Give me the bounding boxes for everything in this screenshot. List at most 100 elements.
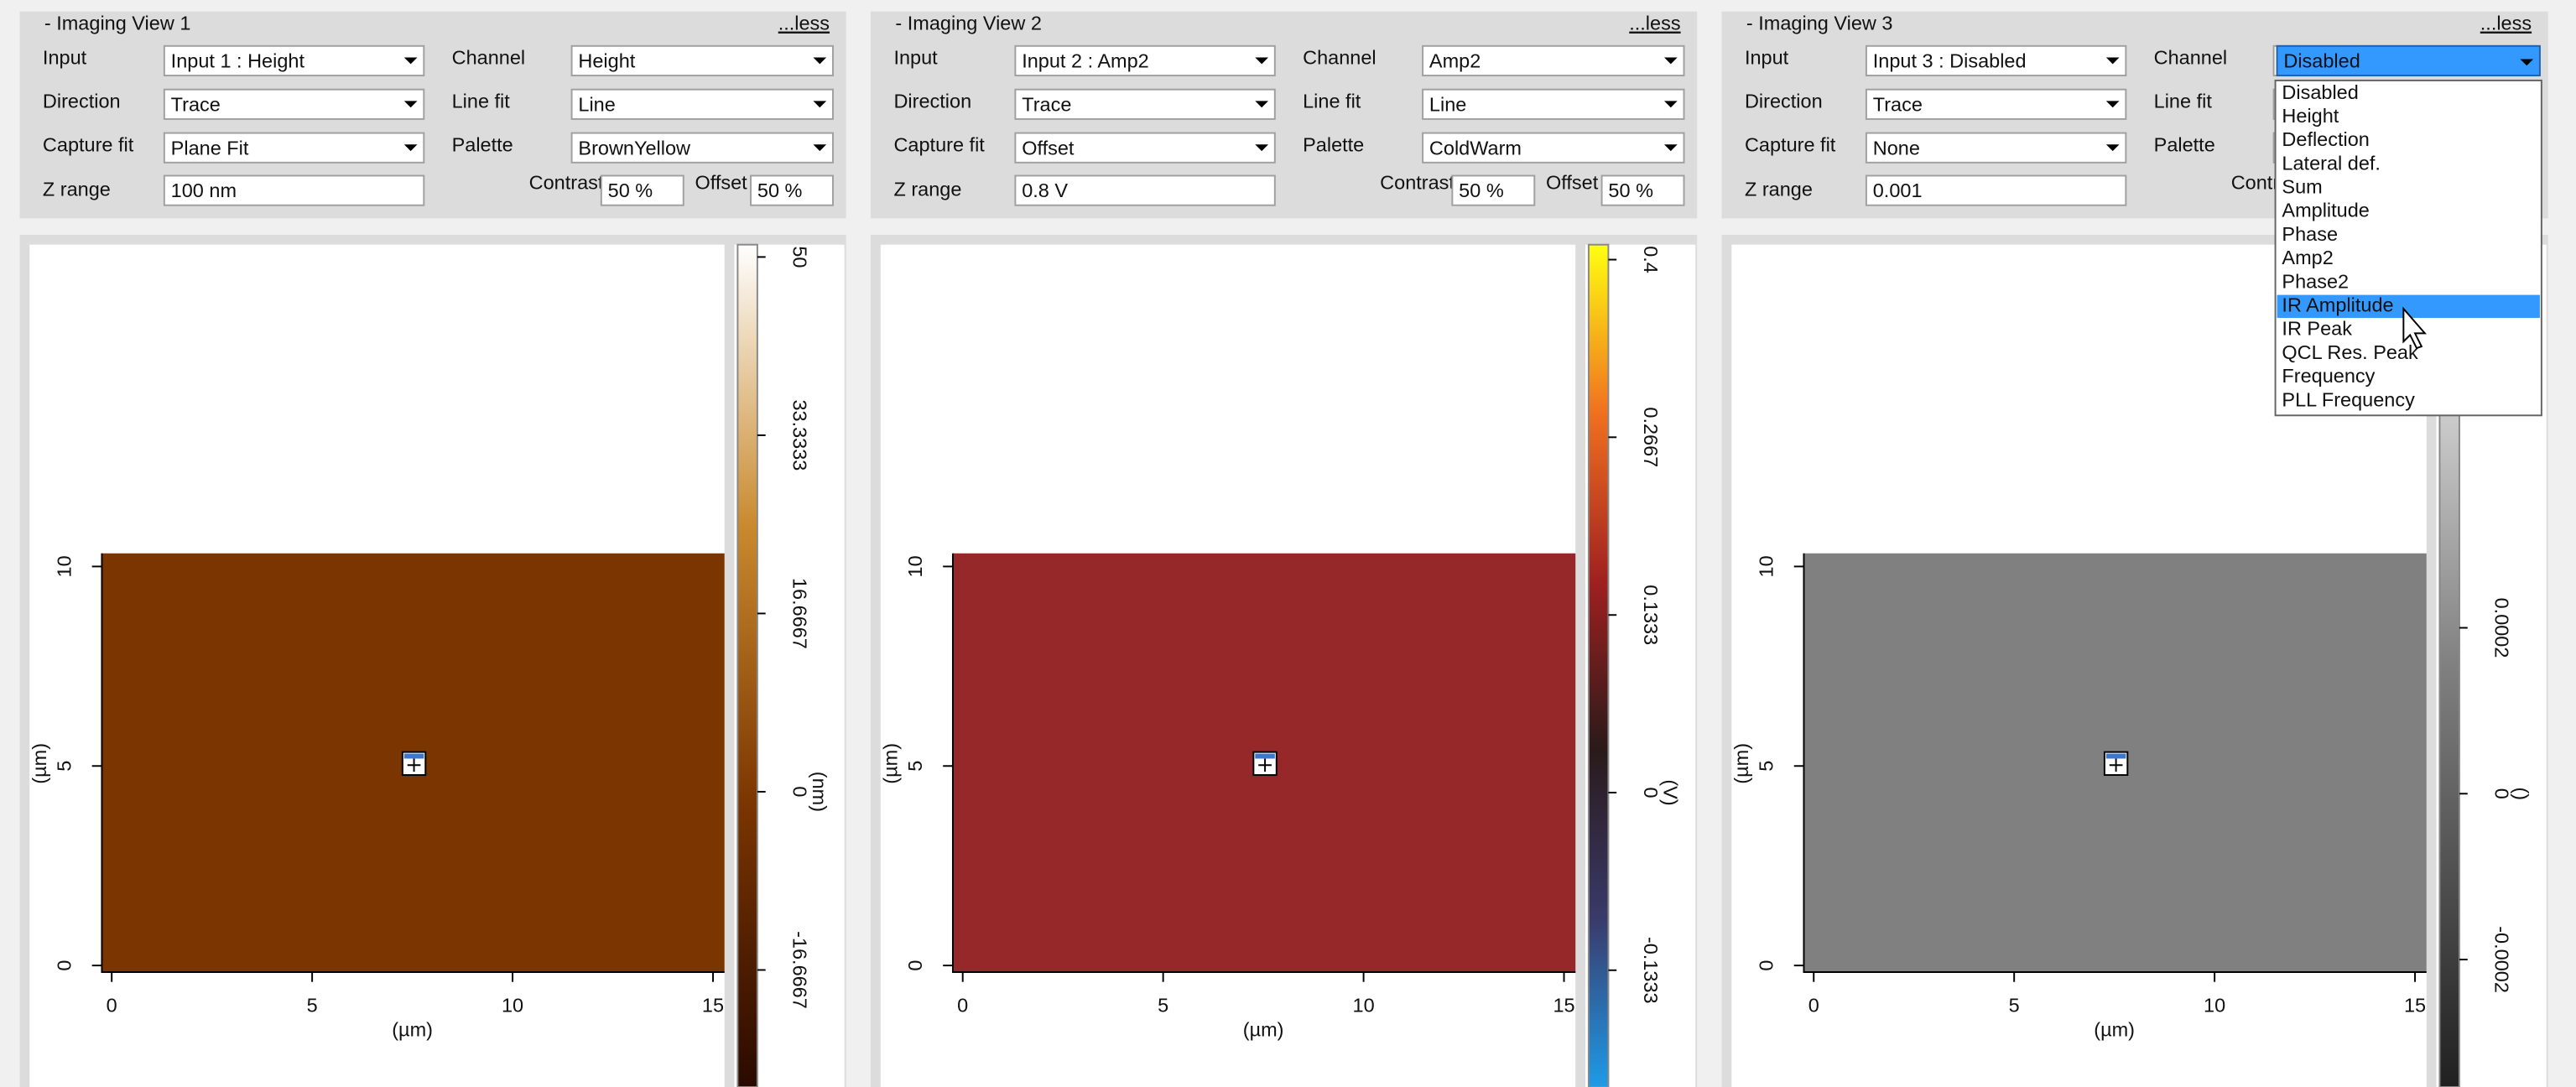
colorbar-tick-label: 0 (1640, 787, 1662, 798)
less-link[interactable]: ...less (1629, 13, 1680, 34)
contrast-box[interactable] (1451, 174, 1536, 206)
field-box[interactable] (1014, 88, 1276, 120)
field-label: Capture fit (1745, 133, 1836, 155)
field-value: BrownYellow (578, 137, 691, 159)
field-label: Palette (1303, 133, 1364, 155)
selected-box[interactable] (2276, 44, 2541, 77)
field-label: Line fit (1303, 91, 1361, 112)
field-box[interactable] (163, 44, 425, 77)
colorbar-unit: (V) (1660, 779, 1682, 805)
dropdown-option[interactable]: IR Peak (2282, 318, 2352, 340)
y-tick-label: 10 (54, 555, 75, 577)
dropdown-option[interactable]: Phase (2282, 223, 2338, 245)
y-axis-label: (µm) (880, 743, 902, 784)
z-range-value: 100 nm (171, 179, 237, 201)
dropdown-option[interactable]: Frequency (2282, 365, 2375, 387)
panel-title: - Imaging View 3 (1746, 13, 1893, 34)
dropdown-option[interactable]: Sum (2282, 176, 2322, 198)
contrast-value: 50 % (1459, 179, 1504, 201)
dropdown-arrow (1664, 101, 1678, 108)
field-value: Input 1 : Height (171, 50, 305, 72)
field-box[interactable] (163, 88, 425, 120)
selected-value: Disabled (2283, 50, 2360, 72)
y-tick-label: 5 (1756, 761, 1777, 772)
dropdown-list (2274, 79, 2542, 417)
field-label: Direction (43, 91, 121, 112)
field-value: Line (1429, 93, 1466, 115)
colorbar-unit: (nm) (809, 772, 830, 812)
offset-box[interactable] (750, 174, 834, 206)
field-box[interactable] (1422, 88, 1685, 120)
colorbar-tick-label: 16.6667 (789, 578, 811, 649)
dropdown-arrow (1664, 57, 1678, 65)
field-label: Direction (893, 91, 971, 112)
dropdown-arrow (813, 57, 827, 65)
dropdown-arrow (2105, 57, 2120, 65)
field-box[interactable] (1014, 132, 1276, 164)
x-tick-label: 15 (702, 994, 724, 1016)
dropdown-option[interactable]: Amplitude (2282, 200, 2369, 221)
field-value: Line (578, 93, 615, 115)
z-range-box[interactable] (1014, 174, 1276, 206)
field-box[interactable] (1865, 88, 2127, 120)
field-value: ColdWarm (1429, 137, 1522, 159)
x-tick-label: 0 (957, 994, 968, 1016)
y-tick-label: 10 (904, 555, 926, 577)
offset-value: 50 % (1608, 179, 1653, 201)
field-value: Input 3 : Disabled (1873, 50, 2027, 72)
field-box[interactable] (1422, 44, 1685, 77)
marker-cross (2109, 758, 2123, 772)
colorbar-tick-label: -16.6667 (789, 931, 811, 1009)
field-label: Channel (2154, 47, 2228, 69)
field-value: Plane Fit (171, 137, 249, 159)
field-box[interactable] (163, 132, 425, 164)
field-label: Direction (1745, 91, 1823, 112)
dropdown-option[interactable]: Phase2 (2282, 270, 2349, 292)
field-box[interactable] (570, 44, 834, 77)
offset-value: 50 % (757, 179, 803, 201)
field-label: Palette (452, 133, 513, 155)
x-axis-label: (µm) (1243, 1019, 1284, 1041)
field-box[interactable] (1865, 44, 2127, 77)
x-tick-label: 0 (1808, 994, 1819, 1016)
dropdown-option[interactable]: QCL Res. Peak (2282, 341, 2418, 363)
x-tick-label: 5 (307, 994, 318, 1016)
dropdown-option[interactable]: Deflection (2282, 128, 2369, 150)
dropdown-option[interactable]: Lateral def. (2282, 152, 2381, 174)
field-label: Line fit (2154, 91, 2213, 112)
dropdown-arrow (1255, 101, 1268, 108)
x-tick-label: 5 (1158, 994, 1168, 1016)
field-box[interactable] (1422, 132, 1685, 164)
field-box[interactable] (1014, 44, 1276, 77)
dropdown-arrow (1255, 57, 1268, 65)
field-box[interactable] (570, 132, 834, 164)
field-value: Trace (1022, 93, 1071, 115)
field-label: Capture fit (43, 133, 134, 155)
field-box[interactable] (570, 88, 834, 120)
dropdown-option[interactable]: Height (2282, 105, 2339, 127)
z-range-box[interactable] (163, 174, 425, 206)
dropdown-option[interactable]: Amp2 (2282, 247, 2333, 268)
dropdown-option[interactable]: IR Amplitude (2282, 294, 2393, 316)
dropdown-arrow (403, 144, 418, 152)
x-axis-label: (µm) (2094, 1019, 2135, 1041)
field-value: Amp2 (1429, 50, 1481, 72)
dropdown-option[interactable]: Disabled (2282, 81, 2358, 103)
colorbar-tick-label: 0.2667 (1640, 407, 1662, 467)
x-tick-label: 10 (2204, 994, 2225, 1016)
offset-box[interactable] (1600, 174, 1685, 206)
y-axis-label: (µm) (29, 743, 50, 784)
z-range-box[interactable] (1865, 174, 2127, 206)
dropdown-option[interactable]: PLL Frequency (2282, 388, 2415, 410)
x-tick-label: 5 (2009, 994, 2020, 1016)
y-tick-label: 5 (904, 761, 926, 772)
contrast-box[interactable] (600, 174, 684, 206)
less-link[interactable]: ...less (2480, 13, 2532, 34)
y-axis-label: (µm) (1730, 743, 1752, 784)
field-box[interactable] (1865, 132, 2127, 164)
colorbar-tick-label: 0 (2491, 788, 2513, 799)
panel-title: - Imaging View 2 (895, 13, 1042, 34)
less-link[interactable]: ...less (778, 13, 830, 34)
dropdown-arrow (2105, 101, 2120, 108)
field-value: Trace (171, 93, 221, 115)
